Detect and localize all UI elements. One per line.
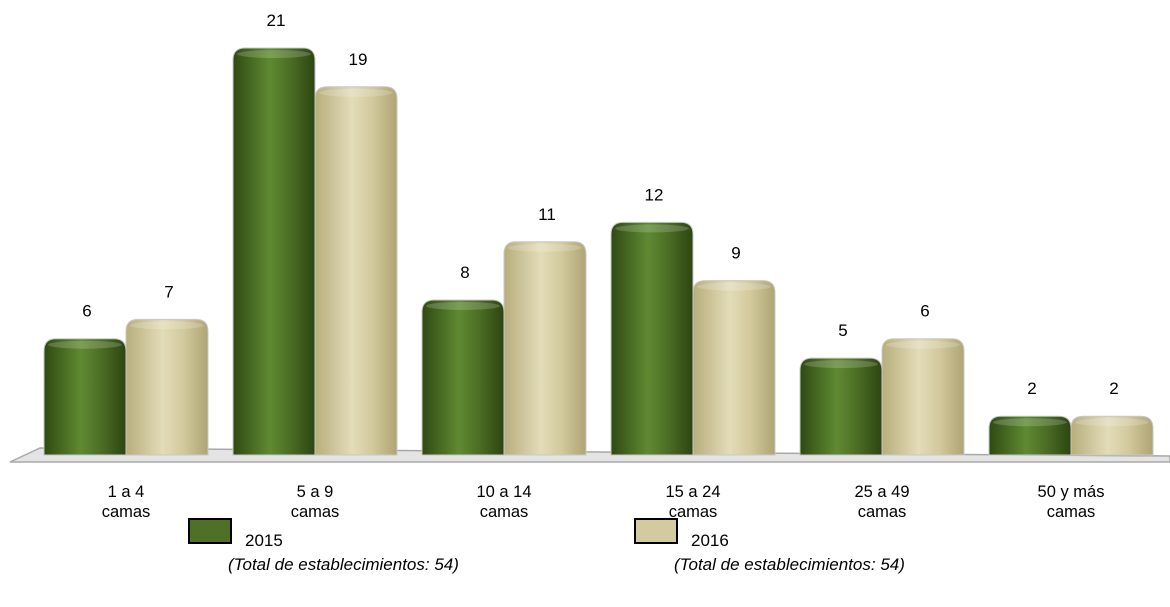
value-label-2016-2: 11 bbox=[538, 205, 556, 224]
value-label-2015-3: 12 bbox=[645, 185, 664, 204]
category-label-3: 15 a 24 camas bbox=[665, 483, 720, 521]
value-label-2016-4: 6 bbox=[920, 302, 929, 321]
bar-2015-5 bbox=[988, 415, 1072, 456]
value-label-2016-1: 19 bbox=[349, 50, 368, 69]
legend-swatch-2015 bbox=[188, 518, 232, 544]
bar-2016-0 bbox=[125, 318, 209, 456]
bar-2015-4 bbox=[799, 357, 883, 456]
bar-2015-2 bbox=[421, 299, 505, 456]
value-label-2015-1: 21 bbox=[267, 11, 286, 30]
category-label-5: 50 y más camas bbox=[1038, 483, 1105, 521]
bar-2016-3 bbox=[692, 280, 776, 456]
bar-2015-0 bbox=[43, 338, 127, 456]
category-label-0: 1 a 4 camas bbox=[102, 483, 151, 521]
category-label-1: 5 a 9 camas bbox=[291, 483, 340, 521]
value-label-2015-2: 8 bbox=[460, 263, 469, 282]
legend-label-2015: 2015 bbox=[245, 531, 283, 550]
legend-swatch-2016 bbox=[634, 518, 678, 544]
bar-2015-3 bbox=[610, 221, 694, 456]
legend-note-2015: (Total de establecimientos: 54) bbox=[228, 555, 459, 574]
value-label-2015-4: 5 bbox=[838, 321, 847, 340]
bar-2015-1 bbox=[232, 47, 316, 456]
value-label-2015-5: 2 bbox=[1027, 379, 1036, 398]
bar-2016-4 bbox=[881, 338, 965, 456]
bar-2016-2 bbox=[503, 241, 587, 456]
category-label-4: 25 a 49 camas bbox=[854, 483, 909, 521]
value-label-2016-3: 9 bbox=[731, 244, 740, 263]
value-label-2016-0: 7 bbox=[164, 282, 173, 301]
value-label-2015-0: 6 bbox=[82, 302, 91, 321]
bar-2016-5 bbox=[1070, 415, 1154, 456]
bar-2016-1 bbox=[314, 86, 398, 456]
legend-note-2016: (Total de establecimientos: 54) bbox=[674, 555, 905, 574]
value-label-2016-5: 2 bbox=[1109, 379, 1118, 398]
category-label-2: 10 a 14 camas bbox=[476, 483, 531, 521]
legend-label-2016: 2016 bbox=[691, 531, 729, 550]
